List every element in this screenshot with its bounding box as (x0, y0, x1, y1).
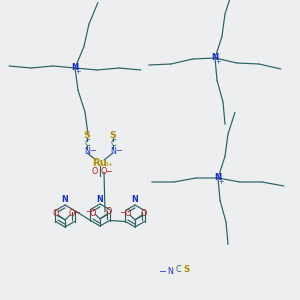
Text: 3+: 3+ (105, 163, 113, 167)
Text: O: O (141, 208, 147, 217)
Text: +: + (219, 179, 224, 185)
Text: N: N (214, 173, 222, 182)
Text: O: O (92, 167, 98, 176)
Text: S: S (184, 265, 190, 274)
Text: N: N (84, 146, 90, 155)
Text: O: O (101, 167, 107, 176)
Text: −: − (88, 146, 95, 155)
Text: N: N (97, 194, 104, 203)
Text: N: N (167, 266, 173, 275)
Text: C: C (175, 266, 181, 274)
Text: −: − (74, 208, 80, 217)
Text: −: − (120, 208, 126, 217)
Text: +: + (216, 59, 221, 65)
Text: C: C (84, 139, 90, 148)
Text: Ru: Ru (92, 158, 107, 168)
Text: N: N (71, 64, 79, 73)
Text: N: N (212, 53, 219, 62)
Text: S: S (84, 130, 90, 140)
Text: O: O (53, 208, 59, 217)
Text: N: N (132, 196, 138, 205)
Text: N: N (61, 196, 68, 205)
Text: O: O (69, 209, 75, 218)
Text: −: − (106, 167, 112, 176)
Text: −: − (115, 146, 122, 155)
Text: S: S (110, 130, 116, 140)
Text: O: O (106, 208, 112, 217)
Text: O: O (125, 209, 131, 218)
Text: −: − (85, 208, 92, 217)
Text: O: O (90, 208, 96, 217)
Text: +: + (76, 69, 81, 75)
Text: N: N (110, 146, 116, 155)
Text: −: − (159, 266, 167, 275)
Text: C: C (110, 139, 116, 148)
